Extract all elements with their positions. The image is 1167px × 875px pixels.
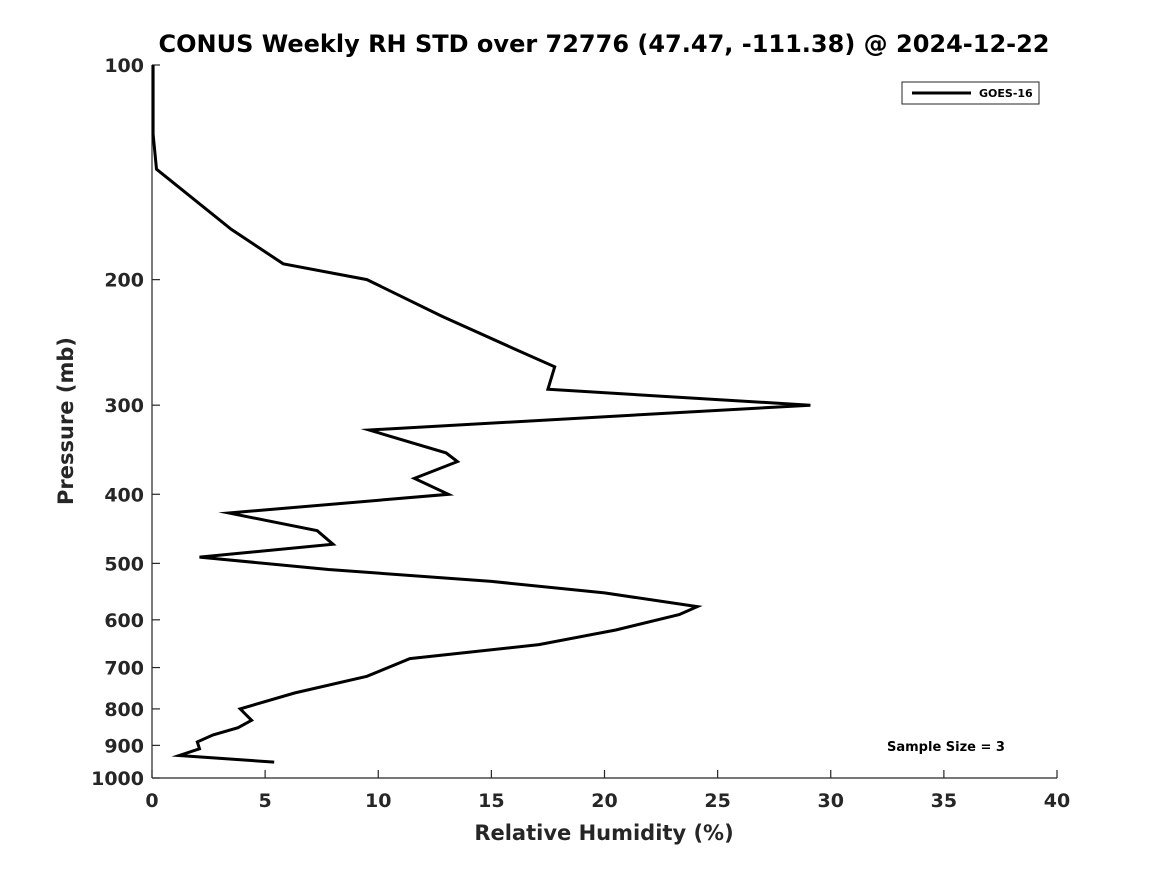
y-ticks: 100 200 300 400 500 600 700 800 900 1000 bbox=[91, 55, 160, 790]
y-tick-label: 600 bbox=[104, 610, 144, 632]
series-line-goes-16 bbox=[151, 65, 811, 764]
sample-size-annotation: Sample Size = 3 bbox=[887, 740, 1005, 755]
x-tick-label: 25 bbox=[704, 790, 730, 812]
x-tick-label: 30 bbox=[818, 790, 844, 812]
y-tick-label: 800 bbox=[104, 699, 144, 721]
y-tick-label: 1000 bbox=[91, 768, 144, 790]
x-tick-label: 40 bbox=[1044, 790, 1070, 812]
y-tick-label: 500 bbox=[104, 553, 144, 575]
y-tick-label: 300 bbox=[104, 395, 144, 417]
x-tick-label: 15 bbox=[478, 790, 504, 812]
x-tick-label: 20 bbox=[591, 790, 617, 812]
x-axis-label: Relative Humidity (%) bbox=[474, 821, 733, 845]
y-tick-label: 700 bbox=[104, 658, 144, 680]
x-tick-label: 10 bbox=[365, 790, 391, 812]
axes bbox=[151, 65, 1057, 779]
x-tick-label: 0 bbox=[145, 790, 158, 812]
y-tick-label: 200 bbox=[104, 270, 144, 292]
x-tick-label: 5 bbox=[259, 790, 272, 812]
x-tick-label: 35 bbox=[931, 790, 957, 812]
x-ticks: 0 5 10 15 20 25 30 35 40 bbox=[145, 770, 1070, 812]
y-axis-label: Pressure (mb) bbox=[54, 337, 78, 505]
y-tick-label: 400 bbox=[104, 484, 144, 506]
chart-title: CONUS Weekly RH STD over 72776 (47.47, -… bbox=[158, 30, 1049, 58]
legend: GOES-16 bbox=[901, 81, 1040, 105]
y-tick-label: 900 bbox=[104, 735, 144, 757]
y-tick-label: 100 bbox=[104, 55, 144, 77]
legend-label-goes-16: GOES-16 bbox=[979, 87, 1033, 100]
